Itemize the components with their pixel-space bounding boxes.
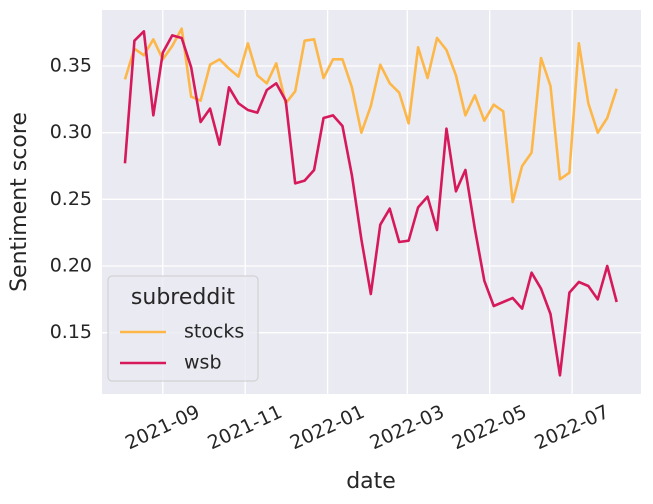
y-tick-label: 0.25 xyxy=(50,188,92,210)
legend-title: subreddit xyxy=(131,285,236,310)
legend-label: stocks xyxy=(184,321,244,343)
y-tick-label: 0.30 xyxy=(50,121,92,143)
legend-box xyxy=(107,275,259,382)
series-line xyxy=(123,27,618,204)
y-axis-label: Sentiment score xyxy=(7,112,32,292)
series-line xyxy=(123,30,618,377)
y-tick-label: 0.20 xyxy=(50,255,92,277)
legend-label: wsb xyxy=(184,352,222,374)
x-tick-label: 2022-01 xyxy=(287,401,368,454)
y-tick-label: 0.35 xyxy=(50,55,92,77)
y-tick-label: 0.15 xyxy=(50,321,92,343)
x-tick-label: 2022-03 xyxy=(366,401,447,454)
x-axis-label: date xyxy=(346,469,396,494)
x-tick-label: 2022-07 xyxy=(531,401,612,454)
x-tick-label: 2021-11 xyxy=(204,401,285,454)
x-tick-label: 2022-05 xyxy=(449,401,530,454)
x-tick-label: 2021-09 xyxy=(122,401,203,454)
